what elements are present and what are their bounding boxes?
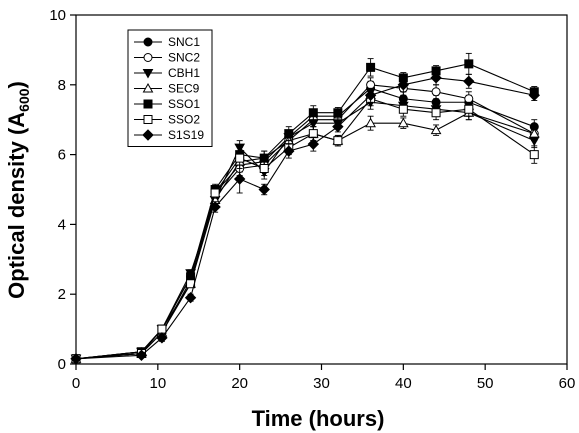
legend-label: SSO1 [168, 97, 200, 111]
data-point [529, 150, 539, 160]
legend-marker [143, 99, 153, 109]
data-point [366, 62, 376, 72]
legend-label: CBH1 [168, 66, 200, 80]
series-s1s19 [70, 70, 540, 365]
legend-marker [142, 129, 154, 141]
y-tick-label: 8 [58, 77, 66, 94]
legend-marker [143, 115, 153, 124]
legend-item-snc2: SNC2 [134, 51, 200, 65]
data-point [333, 136, 343, 146]
data-point [308, 129, 318, 139]
data-point [431, 108, 441, 118]
legend-label: SNC1 [168, 35, 200, 49]
legend-label: SEC9 [168, 82, 200, 96]
legend-marker [142, 69, 154, 79]
series-layer [70, 52, 540, 365]
data-point [365, 117, 376, 128]
x-tick-label: 60 [559, 375, 576, 392]
data-point [397, 117, 409, 128]
legend-label: SSO2 [168, 113, 200, 127]
legend-item-s1s19: S1S19 [134, 128, 204, 142]
data-point [156, 332, 168, 344]
axes: 0 10 20 30 40 50 60 0 2 4 6 8 10 [49, 7, 575, 392]
series-line-sec9 [75, 112, 535, 360]
x-tick-label: 0 [72, 375, 80, 392]
y-tick-label: 6 [58, 147, 66, 164]
data-point [431, 87, 441, 97]
data-point [157, 324, 167, 334]
legend-item-sso2: SSO2 [134, 113, 200, 127]
data-point [259, 153, 269, 163]
legend-label: SNC2 [168, 51, 200, 65]
data-point [528, 128, 540, 138]
data-point [70, 353, 82, 365]
y-axis-title-subscript: 600 [16, 88, 32, 112]
legend-item-cbh1: CBH1 [134, 66, 200, 80]
x-tick-label: 50 [477, 375, 494, 392]
x-tick-label: 10 [149, 375, 166, 392]
x-tick-label: 40 [395, 375, 412, 392]
data-point [135, 349, 148, 361]
data-point [366, 80, 376, 90]
legend-marker [143, 37, 153, 47]
data-point [235, 153, 245, 163]
data-point [430, 72, 442, 84]
legend-marker [143, 53, 153, 62]
y-tick-label: 4 [58, 216, 66, 233]
x-tick-label: 30 [313, 375, 330, 392]
legend-item-sso1: SSO1 [134, 97, 200, 111]
data-point [209, 201, 221, 213]
y-axis-title-main: Optical density (A [4, 112, 29, 299]
data-point [464, 94, 474, 104]
data-point [398, 104, 408, 114]
data-point [332, 120, 344, 133]
y-tick-label: 2 [58, 286, 66, 303]
data-point [430, 124, 442, 135]
y-tick-label: 0 [58, 356, 66, 373]
data-point [333, 108, 343, 118]
y-tick-label: 10 [49, 7, 66, 24]
data-point [464, 104, 474, 114]
legend-item-snc1: SNC1 [134, 35, 200, 49]
data-point [397, 79, 410, 91]
x-axis-title: Time (hours) [252, 406, 385, 431]
data-point [464, 59, 474, 69]
data-point [308, 108, 318, 118]
data-point [210, 188, 220, 198]
data-point [307, 138, 320, 150]
x-tick-label: 20 [231, 375, 248, 392]
data-point [186, 279, 196, 289]
data-point [258, 183, 270, 196]
legend-item-sec9: SEC9 [134, 82, 200, 96]
y-axis-title: Optical density (A600) [4, 81, 32, 299]
data-point [463, 75, 475, 88]
data-point [233, 173, 246, 185]
data-point [364, 89, 377, 101]
data-point [259, 164, 269, 174]
data-point [283, 145, 295, 157]
data-point [184, 291, 197, 304]
data-point [284, 129, 294, 139]
data-point [528, 89, 540, 101]
y-axis-title-close: ) [4, 81, 29, 88]
legend-label: S1S19 [168, 128, 204, 142]
legend-marker [142, 82, 154, 93]
